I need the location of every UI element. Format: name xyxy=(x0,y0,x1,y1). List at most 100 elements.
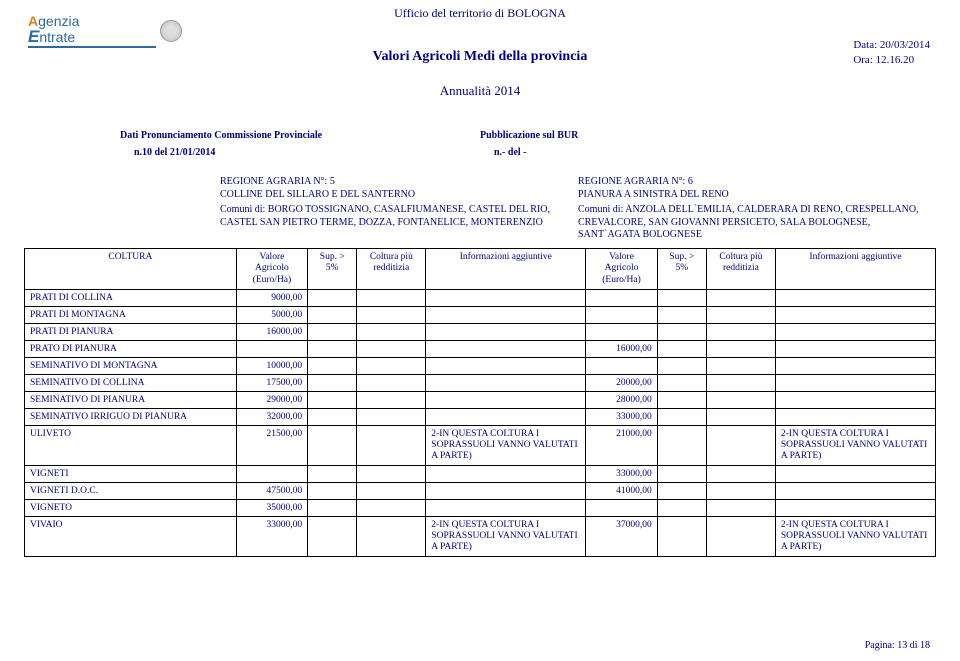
th-redditizia-2: Coltura più redditizia xyxy=(706,249,775,290)
th-sup-2: Sup. > 5% xyxy=(657,249,706,290)
cell: PRATI DI COLLINA xyxy=(25,290,237,307)
cell: 33000,00 xyxy=(586,409,657,426)
page-header: Ufficio del territorio di BOLOGNA Valori… xyxy=(0,6,960,99)
cell xyxy=(706,409,775,426)
cell xyxy=(706,482,775,499)
cell xyxy=(586,290,657,307)
cell xyxy=(426,409,586,426)
region-right-comuni: Comuni di: ANZOLA DELL`EMILIA, CALDERARA… xyxy=(578,204,922,242)
cell xyxy=(657,358,706,375)
cell xyxy=(308,341,357,358)
cell xyxy=(775,465,935,482)
cell xyxy=(775,358,935,375)
cell xyxy=(657,426,706,466)
cell: 17500,00 xyxy=(236,375,307,392)
cell xyxy=(706,341,775,358)
cell xyxy=(236,341,307,358)
cell xyxy=(308,516,357,556)
cell xyxy=(775,375,935,392)
cell: 33000,00 xyxy=(236,516,307,556)
cell xyxy=(657,324,706,341)
cell xyxy=(775,482,935,499)
cell: 10000,00 xyxy=(236,358,307,375)
cell xyxy=(706,392,775,409)
cell: 35000,00 xyxy=(236,499,307,516)
th-info-1: Informazioni aggiuntive xyxy=(426,249,586,290)
th-valore-1: Valore Agricolo (Euro/Ha) xyxy=(236,249,307,290)
cell xyxy=(426,324,586,341)
table-row: SEMINATIVO DI COLLINA17500,0020000,00 xyxy=(25,375,936,392)
table-row: SEMINATIVO DI PIANURA29000,0028000,00 xyxy=(25,392,936,409)
cell xyxy=(706,499,775,516)
cell: 16000,00 xyxy=(586,341,657,358)
cell: 9000,00 xyxy=(236,290,307,307)
date-label: Data: 20/03/2014 xyxy=(853,38,930,53)
cell xyxy=(357,499,426,516)
cell xyxy=(357,482,426,499)
cell xyxy=(357,290,426,307)
cell xyxy=(357,375,426,392)
region-left-n: REGIONE AGRARIA N°: 5 xyxy=(220,176,564,187)
table-row: VIGNETI33000,00 xyxy=(25,465,936,482)
table-row: VIVAIO33000,00 2-IN QUESTA COLTURA I SOPR… xyxy=(25,516,936,556)
cell xyxy=(657,307,706,324)
cell xyxy=(706,516,775,556)
cell xyxy=(775,290,935,307)
cell xyxy=(426,358,586,375)
cell: 33000,00 xyxy=(586,465,657,482)
cell xyxy=(657,375,706,392)
cell xyxy=(426,465,586,482)
cell xyxy=(308,426,357,466)
preamble-left-sub: n.10 del 21/01/2014 xyxy=(134,147,494,158)
cell xyxy=(775,392,935,409)
table-row: VIGNETO35000,00 xyxy=(25,499,936,516)
cell: SEMINATIVO DI PIANURA xyxy=(25,392,237,409)
cell xyxy=(586,358,657,375)
region-header: REGIONE AGRARIA N°: 5 COLLINE DEL SILLAR… xyxy=(220,176,936,242)
table-row: SEMINATIVO IRRIGUO DI PIANURA32000,00330… xyxy=(25,409,936,426)
cell xyxy=(706,324,775,341)
cell xyxy=(586,324,657,341)
time-label: Ora: 12.16.20 xyxy=(853,53,930,68)
cell: 21500,00 xyxy=(236,426,307,466)
region-left-name: COLLINE DEL SILLARO E DEL SANTERNO xyxy=(220,189,564,200)
cell: 41000,00 xyxy=(586,482,657,499)
cell xyxy=(657,409,706,426)
cell: VIVAIO xyxy=(25,516,237,556)
cell xyxy=(357,341,426,358)
cell xyxy=(657,482,706,499)
cell xyxy=(308,290,357,307)
preamble-left-label: Dati Pronunciamento Commissione Provinci… xyxy=(120,130,480,141)
cell xyxy=(426,290,586,307)
cell xyxy=(357,426,426,466)
timestamp-block: Data: 20/03/2014 Ora: 12.16.20 xyxy=(853,38,930,68)
cell: 2-IN QUESTA COLTURA I SOPRASSUOLI VANNO … xyxy=(775,516,935,556)
cell: 29000,00 xyxy=(236,392,307,409)
cell xyxy=(357,465,426,482)
cell xyxy=(426,341,586,358)
cell xyxy=(357,324,426,341)
cell xyxy=(657,392,706,409)
th-coltura: COLTURA xyxy=(25,249,237,290)
cell: SEMINATIVO IRRIGUO DI PIANURA xyxy=(25,409,237,426)
cell xyxy=(426,375,586,392)
cell xyxy=(308,392,357,409)
cell: ULIVETO xyxy=(25,426,237,466)
cell xyxy=(308,375,357,392)
cell xyxy=(706,358,775,375)
cell: SEMINATIVO DI MONTAGNA xyxy=(25,358,237,375)
cell xyxy=(775,324,935,341)
region-left: REGIONE AGRARIA N°: 5 COLLINE DEL SILLAR… xyxy=(220,176,578,242)
cell xyxy=(706,375,775,392)
cell xyxy=(357,358,426,375)
cell xyxy=(426,499,586,516)
cell: SEMINATIVO DI COLLINA xyxy=(25,375,237,392)
values-table: COLTURA Valore Agricolo (Euro/Ha) Sup. >… xyxy=(24,248,936,557)
cell xyxy=(426,482,586,499)
cell xyxy=(308,409,357,426)
cell: 2-IN QUESTA COLTURA I SOPRASSUOLI VANNO … xyxy=(426,426,586,466)
preamble: Dati Pronunciamento Commissione Provinci… xyxy=(120,130,900,158)
cell xyxy=(308,499,357,516)
cell xyxy=(706,307,775,324)
cell xyxy=(657,465,706,482)
